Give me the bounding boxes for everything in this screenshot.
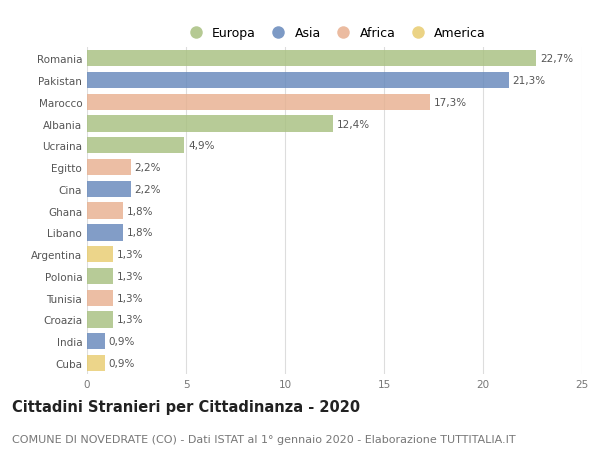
Text: 22,7%: 22,7% (541, 54, 574, 64)
Text: COMUNE DI NOVEDRATE (CO) - Dati ISTAT al 1° gennaio 2020 - Elaborazione TUTTITAL: COMUNE DI NOVEDRATE (CO) - Dati ISTAT al… (12, 434, 515, 444)
Bar (87, 268, 113, 285)
Text: 1,3%: 1,3% (116, 271, 143, 281)
Bar (87, 73, 509, 89)
Bar (87, 355, 105, 371)
Bar (87, 312, 113, 328)
Bar (87, 333, 105, 350)
Legend: Europa, Asia, Africa, America: Europa, Asia, Africa, America (178, 22, 491, 45)
Bar (87, 95, 430, 111)
Bar (87, 246, 113, 263)
Text: 2,2%: 2,2% (134, 162, 161, 173)
Bar (87, 138, 184, 154)
Text: 17,3%: 17,3% (433, 97, 467, 107)
Bar (87, 290, 113, 306)
Text: 1,3%: 1,3% (116, 250, 143, 260)
Text: 2,2%: 2,2% (134, 185, 161, 195)
Text: 21,3%: 21,3% (513, 76, 546, 86)
Bar (87, 203, 122, 219)
Text: 4,9%: 4,9% (188, 141, 214, 151)
Text: 12,4%: 12,4% (337, 119, 370, 129)
Text: 0,9%: 0,9% (109, 336, 135, 347)
Text: Cittadini Stranieri per Cittadinanza - 2020: Cittadini Stranieri per Cittadinanza - 2… (12, 399, 360, 414)
Text: 1,3%: 1,3% (116, 315, 143, 325)
Bar (87, 116, 332, 132)
Text: 1,8%: 1,8% (127, 228, 153, 238)
Text: 1,3%: 1,3% (116, 293, 143, 303)
Text: 0,9%: 0,9% (109, 358, 135, 368)
Bar (87, 181, 131, 197)
Bar (87, 160, 131, 176)
Bar (87, 225, 122, 241)
Bar (87, 51, 536, 67)
Text: 1,8%: 1,8% (127, 206, 153, 216)
